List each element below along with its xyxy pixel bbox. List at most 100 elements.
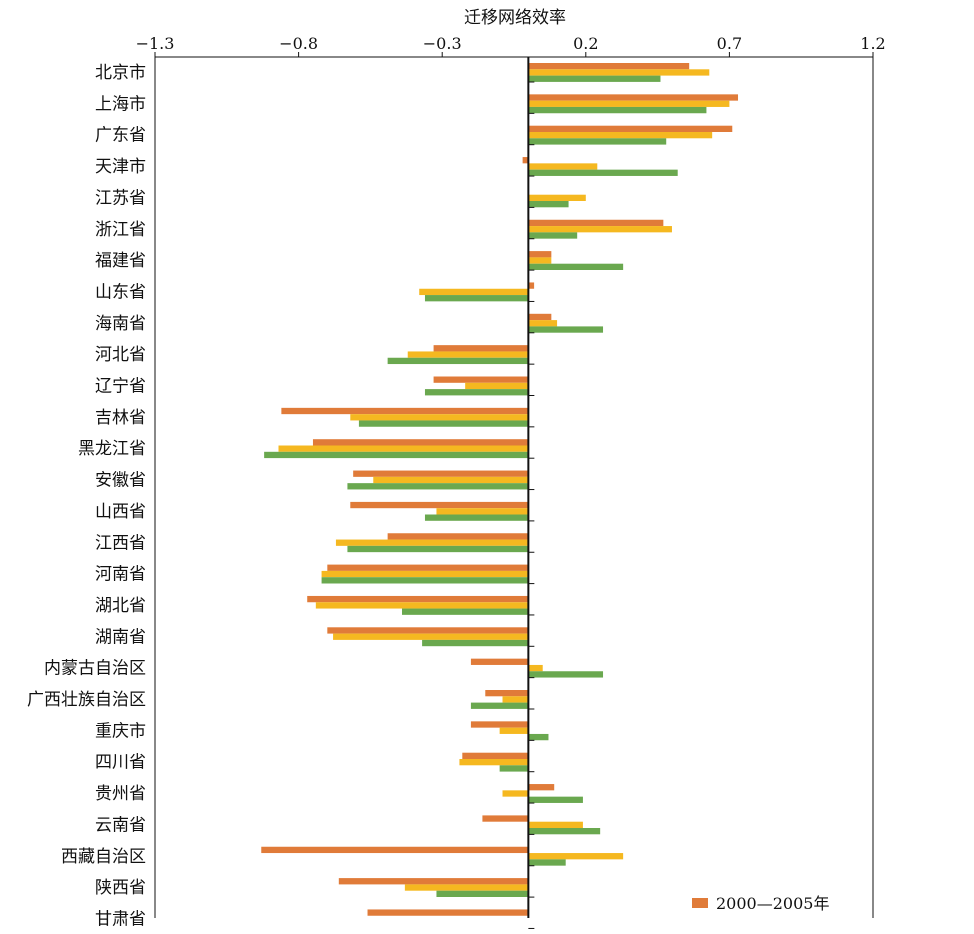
category-label: 内蒙古自治区	[44, 659, 146, 679]
bar	[436, 508, 529, 515]
bar	[528, 132, 713, 139]
bar	[367, 909, 529, 916]
bar	[528, 257, 552, 264]
bar	[528, 733, 549, 741]
bar	[261, 846, 529, 854]
bar	[470, 721, 529, 728]
bar	[419, 288, 529, 296]
category-label: 重庆市	[95, 721, 146, 741]
category-label: 天津市	[95, 157, 146, 177]
legend: 2000—2005年	[692, 894, 829, 913]
x-axis-ticks: −1.3 −0.8 −0.3 0.2 0.7 1.2	[136, 34, 886, 57]
bar	[347, 545, 529, 553]
bar	[424, 389, 529, 396]
category-label: 云南省	[95, 815, 146, 835]
bar	[528, 138, 667, 145]
legend-swatch	[692, 898, 708, 908]
bar	[281, 407, 529, 415]
bar	[433, 345, 529, 352]
bar	[528, 106, 707, 114]
bar	[424, 514, 529, 521]
bar	[424, 295, 529, 302]
bar	[528, 313, 552, 321]
bar	[465, 382, 529, 390]
x-tick-label: 1.2	[860, 34, 885, 53]
bar	[321, 577, 529, 584]
bar	[528, 232, 578, 239]
bar	[528, 671, 604, 678]
bar	[528, 859, 566, 866]
bar	[522, 157, 529, 164]
bar	[528, 219, 664, 227]
category-label: 河北省	[95, 345, 146, 365]
bar	[499, 765, 529, 772]
category-label: 上海市	[95, 94, 146, 114]
x-tick-label: −0.8	[279, 34, 318, 53]
category-label: 贵州省	[95, 784, 146, 804]
bar-series	[261, 63, 739, 916]
bar	[528, 169, 678, 176]
bar	[528, 201, 569, 208]
bar	[264, 451, 529, 459]
bar	[528, 226, 672, 233]
category-label: 湖南省	[95, 627, 146, 647]
bar	[528, 784, 555, 791]
bar	[387, 533, 529, 540]
bar	[353, 470, 529, 477]
bar	[321, 570, 529, 578]
category-label: 安徽省	[95, 471, 146, 491]
bar	[404, 884, 529, 891]
category-label: 广东省	[95, 126, 146, 146]
bar	[528, 263, 624, 270]
category-label: 北京市	[95, 63, 146, 83]
bar	[528, 853, 624, 860]
category-label: 西藏自治区	[61, 847, 146, 867]
bar	[528, 796, 583, 803]
bar	[528, 664, 543, 672]
category-label: 广西壮族自治区	[27, 690, 146, 710]
bar	[436, 890, 529, 897]
bar	[333, 633, 529, 640]
category-label: 黑龙江省	[78, 439, 146, 459]
bar	[347, 483, 529, 490]
bar	[528, 828, 601, 835]
category-label: 辽宁省	[95, 377, 146, 397]
bar	[528, 326, 604, 333]
bar	[528, 194, 586, 201]
bar	[528, 63, 690, 70]
category-label: 海南省	[95, 314, 146, 334]
bar	[350, 414, 529, 421]
bar	[502, 790, 529, 797]
bar	[358, 420, 529, 427]
bar	[528, 94, 739, 101]
bar	[528, 821, 583, 828]
bar	[502, 696, 529, 703]
chart-title: 迁移网络效率	[464, 8, 566, 28]
bar	[528, 69, 710, 76]
bar	[528, 251, 552, 258]
category-label: 山西省	[95, 502, 146, 522]
bar	[401, 608, 529, 615]
category-label: 山东省	[95, 282, 146, 302]
bar	[327, 627, 529, 634]
bar	[470, 702, 529, 709]
bar	[459, 759, 529, 766]
x-tick-label: −0.3	[423, 34, 462, 53]
bar	[335, 539, 529, 546]
x-tick-label: 0.7	[717, 34, 742, 53]
category-labels: 北京市上海市广东省天津市江苏省浙江省福建省山东省海南省河北省辽宁省吉林省黑龙江省…	[27, 63, 146, 929]
bar	[350, 501, 529, 509]
bar	[422, 639, 529, 647]
category-label: 河南省	[95, 565, 146, 585]
category-label: 湖北省	[95, 596, 146, 616]
category-label: 陕西省	[95, 878, 146, 898]
bar	[338, 878, 529, 885]
bar	[470, 658, 529, 665]
bar	[528, 320, 558, 327]
bar	[485, 690, 529, 697]
x-tick-label: −1.3	[136, 34, 175, 53]
category-label: 江苏省	[95, 188, 146, 208]
bar	[433, 376, 529, 383]
